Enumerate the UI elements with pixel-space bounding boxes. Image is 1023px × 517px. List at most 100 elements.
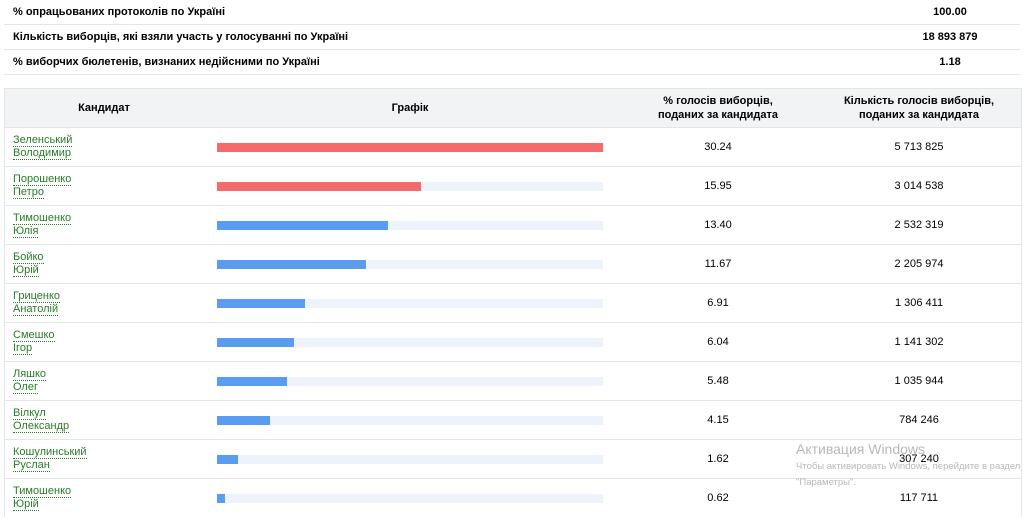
votes-value: 1 306 411	[894, 297, 944, 309]
chart-cell	[203, 454, 617, 464]
summary-row-processed: % опрацьованих протоколів по Україні 100…	[4, 0, 1020, 25]
invalid-label: % виборчих бюлетенів, визнаних недійсним…	[13, 56, 320, 68]
table-row: Кошулинський Руслан 1.62 307 240	[5, 439, 1021, 478]
bar-10	[217, 493, 225, 503]
votes-value: 2 532 319	[894, 219, 944, 231]
bar-track	[217, 454, 603, 464]
chart-cell	[203, 220, 617, 230]
table-row: Гриценко Анатолій 6.91 1 306 411	[5, 283, 1021, 322]
votes-value: 117 711	[899, 492, 939, 504]
candidate-given-name: Володимир	[13, 147, 72, 160]
candidate-cell: Вілкул Олександр	[5, 407, 203, 433]
candidate-link[interactable]: Бойко Юрій	[13, 251, 44, 277]
votes-value: 1 141 302	[894, 336, 944, 348]
invalid-value: 1.18	[939, 56, 961, 68]
chart-cell	[203, 376, 617, 386]
summary-table: % опрацьованих протоколів по Україні 100…	[4, 0, 1020, 75]
candidate-link[interactable]: Вілкул Олександр	[13, 407, 70, 433]
candidate-cell: Зеленський Володимир	[5, 134, 203, 160]
bar-4	[217, 259, 366, 269]
candidate-surname: Бойко	[13, 251, 44, 264]
candidate-cell: Кошулинський Руслан	[5, 446, 203, 472]
chart-cell	[203, 493, 617, 503]
candidate-cell: Тимошенко Юлія	[5, 212, 203, 238]
candidate-link[interactable]: Тимошенко Юлія	[13, 212, 72, 238]
percent-value: 11.67	[704, 258, 732, 270]
bar-track	[217, 376, 603, 386]
bar-track	[217, 220, 603, 230]
header-votes: Кількість голосів виборців, поданих за к…	[819, 94, 1019, 122]
candidate-surname: Зеленський	[13, 134, 73, 147]
table-body: Зеленський Володимир 30.24 5 713 825 Порошен…	[5, 127, 1021, 517]
header-votes-line2: поданих за кандидата	[858, 109, 979, 121]
chart-cell	[203, 259, 617, 269]
percent-value: 5.48	[707, 375, 729, 387]
table-header: Кандидат Графік % голосів виборців, пода…	[5, 88, 1021, 127]
candidate-given-name: Анатолій	[13, 303, 59, 316]
results-table: Кандидат Графік % голосів виборців, пода…	[4, 88, 1022, 517]
candidate-link[interactable]: Смешко Ігор	[13, 329, 55, 355]
header-percent: % голосів виборців, поданих за кандидата	[617, 94, 819, 122]
percent-value: 30.24	[704, 141, 732, 153]
candidate-link[interactable]: Порошенко Петро	[13, 173, 72, 199]
bar-9	[217, 454, 238, 464]
candidate-cell: Порошенко Петро	[5, 173, 203, 199]
bar-track	[217, 259, 603, 269]
bar-track	[217, 337, 603, 347]
chart-cell	[203, 142, 617, 152]
table-row: Зеленський Володимир 30.24 5 713 825	[5, 127, 1021, 166]
candidate-cell: Тимошенко Юрій	[5, 485, 203, 511]
candidate-link[interactable]: Зеленський Володимир	[13, 134, 73, 160]
candidate-given-name: Юрій	[13, 264, 39, 277]
candidate-given-name: Петро	[13, 186, 44, 199]
candidate-given-name: Олександр	[13, 420, 70, 433]
candidate-given-name: Олег	[13, 381, 38, 394]
candidate-surname: Вілкул	[13, 407, 46, 420]
chart-cell	[203, 415, 617, 425]
candidate-surname: Кошулинський	[13, 446, 87, 459]
percent-value: 0.62	[707, 492, 729, 504]
candidate-surname: Ляшко	[13, 368, 47, 381]
bar-3	[217, 220, 388, 230]
candidate-link[interactable]: Тимошенко Юрій	[13, 485, 72, 511]
percent-value: 13.40	[704, 219, 732, 231]
processed-label: % опрацьованих протоколів по Україні	[13, 6, 226, 18]
summary-row-turnout: Кількість виборців, які взяли участь у г…	[4, 25, 1020, 50]
bar-5	[217, 298, 305, 308]
candidate-given-name: Юлія	[13, 225, 39, 238]
summary-row-invalid: % виборчих бюлетенів, визнаних недійсним…	[4, 50, 1020, 75]
percent-value: 6.91	[707, 297, 729, 309]
candidate-link[interactable]: Кошулинський Руслан	[13, 446, 87, 472]
bar-1	[217, 142, 603, 152]
candidate-cell: Гриценко Анатолій	[5, 290, 203, 316]
bar-track	[217, 298, 603, 308]
chart-cell	[203, 298, 617, 308]
header-percent-line1: % голосів виборців,	[663, 95, 773, 107]
header-percent-line2: поданих за кандидата	[657, 109, 778, 121]
candidate-cell: Смешко Ігор	[5, 329, 203, 355]
table-row: Порошенко Петро 15.95 3 014 538	[5, 166, 1021, 205]
bar-track	[217, 493, 603, 503]
candidate-given-name: Руслан	[13, 459, 50, 472]
chart-cell	[203, 181, 617, 191]
votes-value: 2 205 974	[894, 258, 944, 270]
header-chart: Графік	[391, 102, 429, 114]
chart-cell	[203, 337, 617, 347]
candidate-cell: Бойко Юрій	[5, 251, 203, 277]
bar-7	[217, 376, 287, 386]
table-row: Тимошенко Юлія 13.40 2 532 319	[5, 205, 1021, 244]
votes-value: 307 240	[899, 453, 939, 465]
turnout-value: 18 893 879	[922, 31, 978, 43]
candidate-link[interactable]: Гриценко Анатолій	[13, 290, 61, 316]
table-row: Бойко Юрій 11.67 2 205 974	[5, 244, 1021, 283]
turnout-label: Кількість виборців, які взяли участь у г…	[13, 31, 349, 43]
candidate-surname: Порошенко	[13, 173, 72, 186]
votes-value: 1 035 944	[894, 375, 944, 387]
percent-value: 6.04	[707, 336, 729, 348]
candidate-surname: Тимошенко	[13, 212, 72, 225]
percent-value: 1.62	[707, 453, 729, 465]
candidate-surname: Гриценко	[13, 290, 61, 303]
bar-6	[217, 337, 294, 347]
header-votes-line1: Кількість голосів виборців,	[843, 95, 995, 107]
candidate-link[interactable]: Ляшко Олег	[13, 368, 47, 394]
